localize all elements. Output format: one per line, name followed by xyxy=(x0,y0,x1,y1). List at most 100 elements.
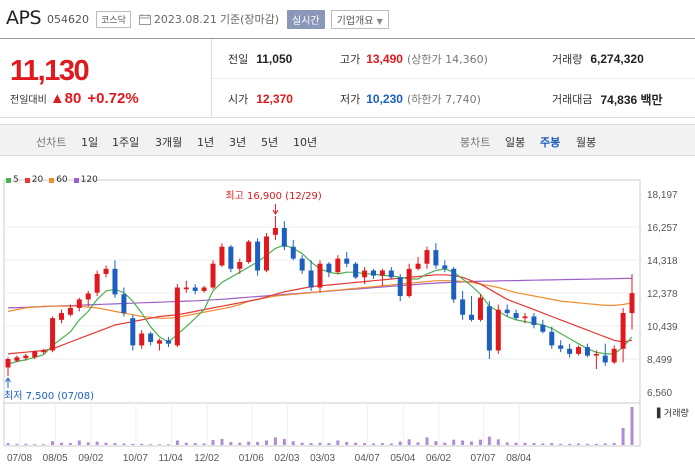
candle-body xyxy=(424,250,430,264)
price-change: 전일대비 ▲80 +0.72% xyxy=(10,90,139,107)
candle-body xyxy=(210,263,216,288)
candle-weekly[interactable]: 주봉 xyxy=(540,136,561,149)
period-3y[interactable]: 3년 xyxy=(229,136,247,149)
volume-bar xyxy=(443,442,447,445)
volume-bar xyxy=(300,442,304,445)
volume-bar xyxy=(452,439,456,445)
volume-label: 거래량 xyxy=(552,53,583,66)
candle-body xyxy=(121,294,127,314)
x-tick-label: 11/04 xyxy=(159,453,184,464)
volume-bar xyxy=(309,443,313,445)
candle-body xyxy=(388,270,394,278)
y-tick-label: 8,499 xyxy=(647,355,672,366)
period-5y[interactable]: 5년 xyxy=(261,136,279,149)
volume-bar xyxy=(416,442,420,445)
candle-body xyxy=(406,268,412,297)
candle-body xyxy=(103,268,109,274)
prev-close-value: 11,050 xyxy=(256,52,293,66)
low-label: 저가 xyxy=(340,93,361,106)
volume-bar xyxy=(184,442,188,445)
x-tick-label: 12/02 xyxy=(194,453,219,464)
period-1w[interactable]: 1주일 xyxy=(112,136,140,149)
candle-body xyxy=(308,270,314,288)
x-tick-label: 01/06 xyxy=(239,453,264,464)
x-tick-label: 05/04 xyxy=(390,453,415,464)
volume-bar xyxy=(202,443,206,445)
x-tick-label: 10/07 xyxy=(123,453,148,464)
current-price: 11,130 xyxy=(10,55,90,87)
volume-bar xyxy=(425,437,429,445)
y-tick-label: 14,318 xyxy=(647,256,678,267)
volume-bar xyxy=(541,443,545,445)
candle-body xyxy=(201,287,207,291)
volume-bar xyxy=(265,440,269,445)
volume-bar xyxy=(327,443,331,445)
legend-swatch xyxy=(73,177,79,183)
stock-name: APS xyxy=(6,7,42,29)
candle-body xyxy=(165,340,171,344)
x-tick-label: 04/07 xyxy=(355,453,380,464)
candle-body xyxy=(14,357,20,361)
legend-swatch xyxy=(6,177,11,183)
candle-body xyxy=(397,277,403,297)
candle-daily[interactable]: 일봉 xyxy=(505,136,526,149)
x-tick-label: 09/02 xyxy=(78,453,103,464)
period-3m[interactable]: 3개월 xyxy=(155,136,183,149)
volume-bar xyxy=(68,443,72,445)
change-amount: 80 xyxy=(64,90,82,107)
period-1d[interactable]: 1일 xyxy=(81,136,99,149)
candle-body xyxy=(379,270,385,276)
open-value: 12,370 xyxy=(256,92,293,106)
volume-bar xyxy=(77,440,81,445)
legend-item-ma60: 60 xyxy=(49,175,68,185)
volume-bar xyxy=(113,443,117,445)
quote-panel: 11,130 전일대비 ▲80 +0.72% 전일 11,050 고가 13,4… xyxy=(0,38,695,118)
realtime-button[interactable]: 실시간 xyxy=(287,9,325,29)
volume-bar xyxy=(247,441,251,445)
candle-body xyxy=(67,307,73,315)
volume-bar xyxy=(318,442,322,445)
change-percent: +0.72% xyxy=(87,90,139,107)
y-tick-label: 6,560 xyxy=(647,388,672,399)
candle-body xyxy=(255,241,261,271)
change-label: 전일대비 xyxy=(10,95,47,106)
company-overview-dropdown[interactable]: 기업개요 ▼ xyxy=(330,9,389,29)
candle-body xyxy=(522,316,528,319)
candle-body xyxy=(469,314,475,320)
volume-value: 6,274,320 xyxy=(590,52,644,66)
legend-swatch xyxy=(49,177,55,183)
candlestick-chart: 18,197 16,257 14,318 12,378 10,439 8,499 6,560… xyxy=(3,179,689,464)
candle-monthly[interactable]: 월봉 xyxy=(576,136,597,149)
up-triangle-icon: ▲ xyxy=(49,90,65,107)
volume-bar xyxy=(434,441,438,445)
x-tick-label: 08/05 xyxy=(43,453,68,464)
prev-close-cell: 전일 11,050 xyxy=(228,39,292,79)
candle-body xyxy=(183,287,189,290)
candle-body xyxy=(344,258,350,264)
candle-body xyxy=(237,262,243,269)
volume-bar xyxy=(487,436,491,445)
high-arrow-head xyxy=(272,209,279,216)
candle-chart-label: 봉차트 xyxy=(460,136,491,149)
high-value: 13,490 xyxy=(366,52,403,66)
amount-cell: 거래대금 74,836 백만 xyxy=(552,79,663,119)
period-1y[interactable]: 1년 xyxy=(197,136,215,149)
candle-body xyxy=(513,313,519,319)
volume-bar xyxy=(42,444,46,445)
volume-bar xyxy=(140,443,144,445)
volume-bar xyxy=(389,443,393,445)
candle-body xyxy=(611,348,617,363)
lower-limit: (하한가 7,740) xyxy=(406,93,481,106)
period-10y[interactable]: 10년 xyxy=(293,136,318,149)
open-cell: 시가 12,370 xyxy=(228,79,293,119)
legend-item-ma20: 20 xyxy=(24,175,43,185)
candle-body xyxy=(576,347,582,354)
volume-bar xyxy=(559,443,563,445)
candle-body xyxy=(264,236,270,271)
low-annotation: 최저 7,500 (07/08) xyxy=(4,390,94,402)
legend-item-ma5: 5 xyxy=(6,175,19,185)
legend-item-ma120: 120 xyxy=(73,175,98,185)
volume-bar xyxy=(86,442,90,445)
candle-body xyxy=(558,345,564,349)
candle-body xyxy=(50,318,56,351)
